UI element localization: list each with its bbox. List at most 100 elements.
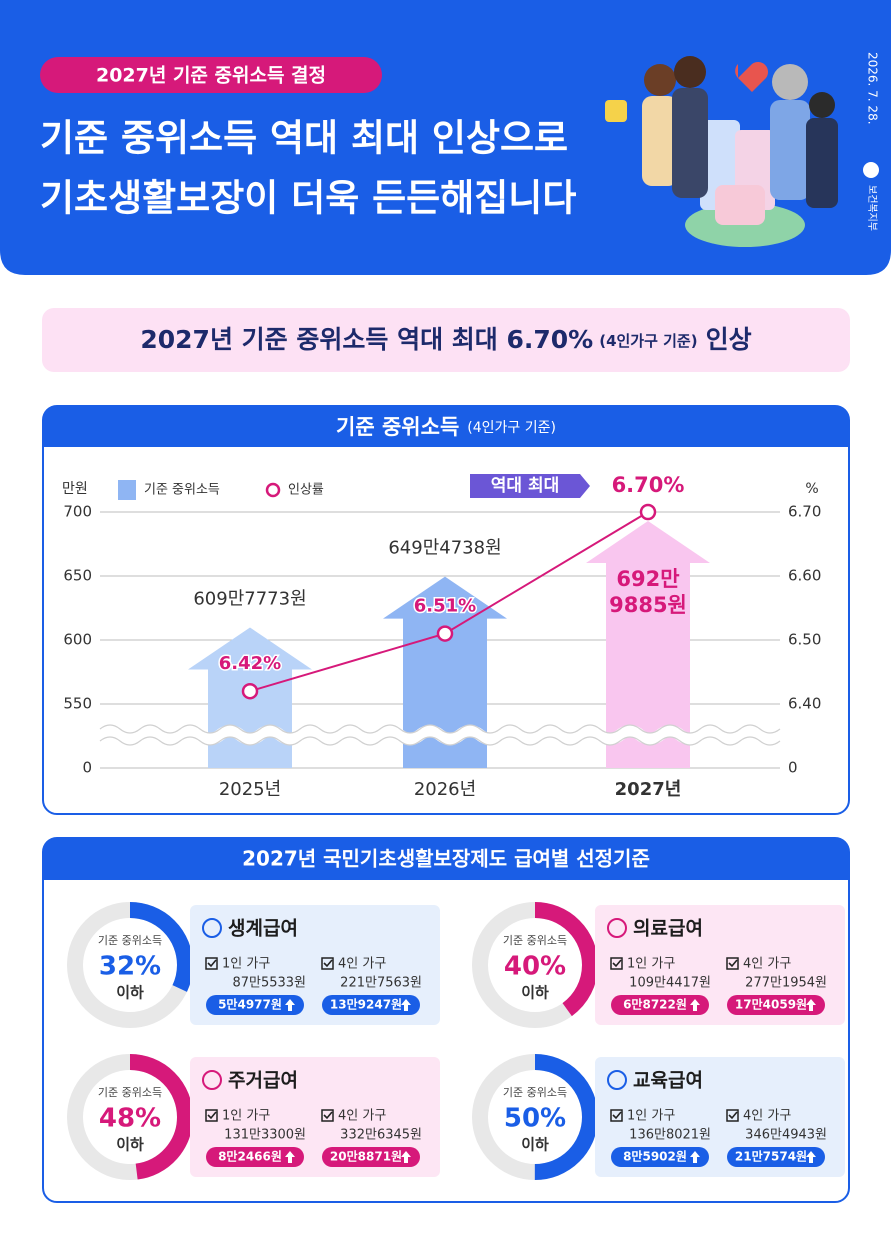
y-tick-label: 600 (63, 631, 92, 649)
checkbox (205, 1109, 218, 1122)
increase-pill (322, 995, 420, 1015)
criterion-label: 기준 중위소득 (503, 934, 567, 947)
checkbox (321, 957, 334, 970)
household-label: 4인 가구 (743, 1109, 791, 1124)
x-tick-label: 2027년 (615, 779, 682, 800)
benefit-name: 생계급여 (228, 918, 298, 940)
criterion-label: 기준 중위소득 (98, 1086, 162, 1099)
x-tick-label: 2025년 (219, 779, 281, 800)
increase-arrow (690, 999, 700, 1011)
line-value-label: 6.51% (414, 596, 476, 617)
banner-part: (4인가구 기준) (599, 332, 697, 350)
checkbox (726, 1109, 739, 1122)
below-label: 이하 (521, 1136, 549, 1154)
check (728, 1111, 738, 1120)
share-label: 48% (99, 1104, 161, 1134)
criterion-label: 기준 중위소득 (98, 934, 162, 947)
ministry-logo (863, 162, 879, 178)
benefit-icon (607, 918, 627, 938)
increase-arrow (806, 999, 816, 1011)
line-value-label: 6.42% (219, 653, 281, 674)
household-label: 4인 가구 (338, 957, 386, 972)
bar-value-label: 609만7773원 (193, 588, 306, 609)
benefit-icon (202, 1070, 222, 1090)
donut-arc (67, 902, 193, 1028)
increase-pill (206, 995, 304, 1015)
header-title: 기초생활보장이 더욱 든든해집니다 (40, 177, 576, 220)
household-label: 1인 가구 (222, 957, 270, 972)
chart-panel-header (43, 406, 849, 447)
y2-tick-label: 6.40 (788, 695, 821, 713)
banner-part: 2027년 기준 중위소득 역대 최대 6.70% (140, 325, 593, 354)
benefit-name: 주거급여 (228, 1070, 298, 1092)
household-amount: 277만1954원 (745, 976, 827, 991)
donut-arc (472, 902, 598, 1028)
household-label: 1인 가구 (627, 957, 675, 972)
share-label: 50% (504, 1104, 566, 1134)
household-amount: 332만6345원 (340, 1128, 422, 1143)
axis-break (99, 724, 781, 734)
increase-pill (206, 1147, 304, 1167)
benefit-name: 의료급여 (633, 918, 703, 940)
y-tick-label: 0 (82, 759, 92, 777)
household-amount: 346만4943원 (745, 1128, 827, 1143)
axis-break (99, 736, 781, 746)
share-label: 32% (99, 952, 161, 982)
y2-tick-label: 6.60 (788, 567, 821, 585)
illustration (605, 56, 838, 247)
y-axis-label: 만원 (62, 481, 88, 497)
y-tick-label: 650 (63, 567, 92, 585)
legend-label: 기준 중위소득 (144, 483, 220, 498)
share-label: 40% (504, 952, 566, 982)
axis-break (96, 725, 784, 745)
check (323, 959, 333, 968)
line-point (639, 503, 657, 521)
legend-swatch (118, 480, 136, 500)
tag-pill (40, 57, 382, 93)
increase-amount: 6만8722원 (623, 997, 687, 1012)
increase-amount: 5만4977원 (218, 997, 282, 1012)
check (323, 1111, 333, 1120)
household-amount: 221만7563원 (340, 976, 422, 991)
checkbox (610, 1109, 623, 1122)
checkbox (610, 957, 623, 970)
y2-tick-label: 6.50 (788, 631, 821, 649)
donut-arc (472, 1054, 598, 1180)
checkbox (726, 957, 739, 970)
household-amount: 131만3300원 (224, 1128, 306, 1143)
chart-subtitle: (4인가구 기준) (467, 420, 556, 436)
increase-amount: 17만4059원 (735, 997, 807, 1012)
increase-amount: 13만9247원 (330, 997, 402, 1012)
header-title: 기준 중위소득 역대 최대 인상으로 (40, 117, 568, 160)
increase-amount: 21만7574원 (735, 1149, 807, 1164)
bar (383, 576, 507, 768)
benefits-panel-header (43, 838, 849, 880)
benefit-name: 교육급여 (633, 1070, 703, 1092)
household-label: 1인 가구 (627, 1109, 675, 1124)
benefits-title: 2027년 국민기초생활보장제도 급여별 선정기준 (242, 847, 650, 871)
checkbox (321, 1109, 334, 1122)
household-amount: 109만4417원 (629, 976, 711, 991)
header-tag: 2027년 기준 중위소득 결정 (96, 65, 326, 87)
donut-arc (67, 1054, 193, 1180)
criterion-label: 기준 중위소득 (503, 1086, 567, 1099)
banner-part: 인상 (706, 325, 752, 354)
increase-amount: 8만2466원 (218, 1149, 282, 1164)
household-amount: 87만5533원 (232, 976, 306, 991)
increase-arrow (690, 1151, 700, 1163)
bar (586, 520, 710, 768)
header-date: 2026. 7. 28. (866, 52, 880, 125)
banner-background (42, 308, 850, 372)
y2-axis-label: % (805, 481, 818, 497)
increase-arrow (401, 999, 411, 1011)
increase-arrow (401, 1151, 411, 1163)
bar-value-label-box: 692만 9885원 (609, 567, 687, 617)
line-value-label: 6.70% (612, 473, 685, 497)
annotation-badge (470, 474, 590, 498)
legend-label: 인상률 (288, 483, 324, 498)
household-amount: 136만8021원 (629, 1128, 711, 1143)
annotation: 역대 최대 (491, 476, 559, 496)
increase-pill (611, 1147, 709, 1167)
